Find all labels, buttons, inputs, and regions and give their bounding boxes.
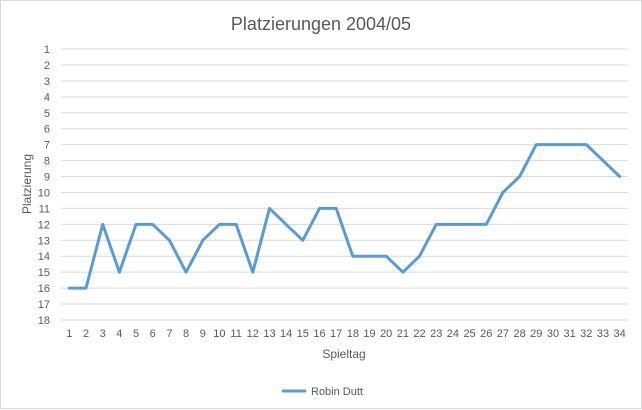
y-tick-label: 12	[38, 219, 50, 231]
y-tick-label: 6	[44, 124, 50, 136]
x-tick-label: 33	[597, 328, 609, 340]
x-tick-label: 5	[133, 328, 139, 340]
x-tick-label: 4	[116, 328, 122, 340]
x-tick-label: 23	[430, 328, 442, 340]
y-tick-label: 1	[44, 44, 50, 56]
x-tick-label: 18	[347, 328, 359, 340]
legend-label: Robin Dutt	[311, 386, 363, 398]
y-tick-label: 16	[38, 283, 50, 295]
x-tick-label: 7	[166, 328, 172, 340]
x-tick-label: 30	[547, 328, 559, 340]
x-tick-label: 20	[380, 328, 392, 340]
x-tick-label: 26	[480, 328, 492, 340]
x-tick-label: 29	[530, 328, 542, 340]
y-tick-label: 15	[38, 267, 50, 279]
x-tick-label: 19	[363, 328, 375, 340]
chart-title: Platzierungen 2004/05	[231, 14, 411, 34]
y-tick-label: 7	[44, 140, 50, 152]
x-tick-label: 14	[280, 328, 292, 340]
y-tick-label: 17	[38, 299, 50, 311]
x-axis-title: Spieltag	[322, 347, 365, 361]
y-tick-label: 2	[44, 60, 50, 72]
x-tick-label: 24	[447, 328, 459, 340]
gridlines	[61, 48, 628, 321]
x-tick-label: 10	[213, 328, 225, 340]
x-tick-label: 13	[263, 328, 275, 340]
x-tick-label: 22	[413, 328, 425, 340]
y-tick-label: 8	[44, 156, 50, 168]
x-tick-label: 11	[230, 328, 241, 340]
y-axis-title: Platzierung	[20, 154, 34, 214]
y-tick-label: 13	[38, 235, 50, 247]
x-tick-label: 21	[397, 328, 409, 340]
x-tick-label: 17	[330, 328, 342, 340]
y-tick-label: 11	[39, 203, 50, 215]
series-layer	[67, 143, 622, 290]
x-tick-label: 3	[100, 328, 106, 340]
x-tick-label: 12	[247, 328, 259, 340]
y-tick-label: 4	[44, 92, 50, 104]
x-tick-label: 28	[513, 328, 525, 340]
x-tick-label: 1	[66, 328, 72, 340]
y-tick-label: 9	[44, 172, 50, 184]
x-tick-label: 27	[497, 328, 509, 340]
x-tick-label: 2	[83, 328, 89, 340]
x-tick-label: 32	[580, 328, 592, 340]
y-tick-label: 18	[38, 315, 50, 327]
x-tick-label: 9	[200, 328, 206, 340]
x-tick-label: 25	[463, 328, 475, 340]
x-tick-label: 16	[313, 328, 325, 340]
y-tick-label: 14	[38, 251, 50, 263]
x-tick-label: 15	[297, 328, 309, 340]
x-tick-label: 8	[183, 328, 189, 340]
x-axis-ticks: 1 2 3 4 5 6 7 8 9 10 11 12 13 14 15 16 17 18 19 20 21 22 23 24 2…	[66, 328, 626, 340]
x-tick-label: 31	[564, 328, 576, 340]
x-tick-label: 34	[614, 328, 626, 340]
y-tick-label: 10	[38, 187, 50, 199]
y-tick-label: 3	[44, 76, 50, 88]
series-line	[67, 143, 622, 290]
y-tick-label: 5	[44, 108, 50, 120]
x-tick-label: 6	[150, 328, 156, 340]
legend: Robin Dutt	[282, 386, 363, 398]
